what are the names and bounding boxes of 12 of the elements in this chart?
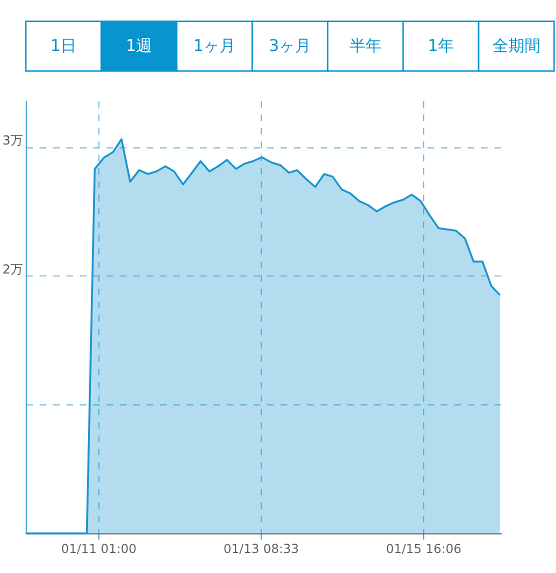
category-label: 1年: [428, 36, 454, 55]
category-label: 1日: [50, 36, 77, 55]
x-tick-label: 01/13 08:33: [223, 540, 299, 556]
category-label: 1ヶ月: [193, 36, 236, 55]
category-label: 1週: [126, 36, 152, 55]
category-label: 3ヶ月: [268, 36, 312, 55]
category-label: 半年: [349, 36, 382, 55]
y-tick-label: 2万: [2, 261, 22, 276]
x-tick-label: 01/11 01:00: [61, 540, 137, 556]
category-label: 全期間: [492, 36, 540, 55]
x-tick-label: 01/15 16:06: [386, 540, 462, 556]
y-tick-label: 3万: [2, 132, 22, 148]
